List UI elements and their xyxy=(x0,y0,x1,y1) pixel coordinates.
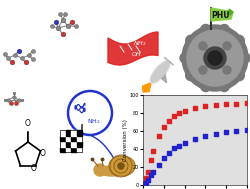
Point xyxy=(152,170,156,173)
Point xyxy=(203,105,207,108)
Point xyxy=(172,147,176,150)
Circle shape xyxy=(187,30,243,86)
Bar xyxy=(60,136,66,141)
Bar xyxy=(66,136,71,141)
Ellipse shape xyxy=(98,166,126,176)
Point xyxy=(234,130,238,133)
Text: O: O xyxy=(31,164,36,173)
Bar xyxy=(66,130,71,136)
Ellipse shape xyxy=(151,62,169,82)
Polygon shape xyxy=(158,67,166,83)
Circle shape xyxy=(223,42,231,50)
Point xyxy=(156,134,160,137)
Point xyxy=(144,181,148,184)
Text: NH$_2$: NH$_2$ xyxy=(87,118,101,126)
Point xyxy=(177,144,181,147)
Bar xyxy=(76,146,82,152)
Ellipse shape xyxy=(110,157,134,175)
Circle shape xyxy=(201,24,211,34)
Point xyxy=(142,181,146,184)
Polygon shape xyxy=(143,83,151,92)
Circle shape xyxy=(199,42,207,50)
Text: O: O xyxy=(40,149,45,159)
Polygon shape xyxy=(143,83,151,92)
Point xyxy=(146,178,150,181)
Point xyxy=(162,125,166,128)
Circle shape xyxy=(186,35,196,45)
Point xyxy=(234,102,238,105)
Point xyxy=(214,104,218,107)
Circle shape xyxy=(186,71,196,81)
Point xyxy=(193,137,197,140)
Point xyxy=(172,115,176,118)
Bar xyxy=(76,136,82,141)
Circle shape xyxy=(219,81,229,91)
Point xyxy=(182,142,186,145)
Point xyxy=(162,157,166,160)
Polygon shape xyxy=(164,57,173,65)
Circle shape xyxy=(94,164,106,176)
Circle shape xyxy=(240,53,250,63)
Bar xyxy=(66,141,71,146)
Point xyxy=(146,170,150,173)
Point xyxy=(156,164,160,167)
Ellipse shape xyxy=(150,61,170,83)
Point xyxy=(193,107,197,110)
Circle shape xyxy=(199,66,207,74)
Circle shape xyxy=(223,66,231,74)
Point xyxy=(245,101,249,104)
Point xyxy=(149,159,153,162)
Text: NH$_2$: NH$_2$ xyxy=(133,40,147,48)
Circle shape xyxy=(208,51,222,65)
Bar xyxy=(71,130,76,136)
Bar xyxy=(66,146,71,152)
Bar xyxy=(71,141,76,146)
Y-axis label: Conversion (%): Conversion (%) xyxy=(123,119,128,161)
Point xyxy=(214,132,218,136)
Point xyxy=(203,134,207,137)
Point xyxy=(149,174,153,177)
Point xyxy=(152,150,156,153)
Polygon shape xyxy=(229,9,233,15)
Circle shape xyxy=(219,24,229,34)
Point xyxy=(167,119,171,122)
Point xyxy=(167,151,171,154)
Circle shape xyxy=(180,53,190,63)
Text: OH: OH xyxy=(132,53,142,57)
Point xyxy=(224,131,228,134)
Bar xyxy=(60,130,82,152)
Bar xyxy=(71,136,76,141)
Circle shape xyxy=(234,35,244,45)
Circle shape xyxy=(118,163,124,169)
Circle shape xyxy=(201,81,211,91)
Circle shape xyxy=(204,47,226,69)
Bar xyxy=(71,146,76,152)
Circle shape xyxy=(234,71,244,81)
Point xyxy=(177,112,181,115)
Bar xyxy=(76,130,82,136)
Bar xyxy=(60,146,66,152)
Point xyxy=(144,177,148,180)
Bar xyxy=(60,130,66,136)
Point xyxy=(224,103,228,106)
Polygon shape xyxy=(211,8,233,21)
Bar xyxy=(60,141,66,146)
Point xyxy=(142,183,146,186)
Text: PHU: PHU xyxy=(212,11,230,19)
Point xyxy=(245,128,249,131)
Text: O: O xyxy=(25,119,31,128)
Point xyxy=(182,109,186,112)
Ellipse shape xyxy=(109,156,135,176)
Polygon shape xyxy=(108,32,158,65)
Circle shape xyxy=(182,25,248,91)
Bar xyxy=(76,141,82,146)
